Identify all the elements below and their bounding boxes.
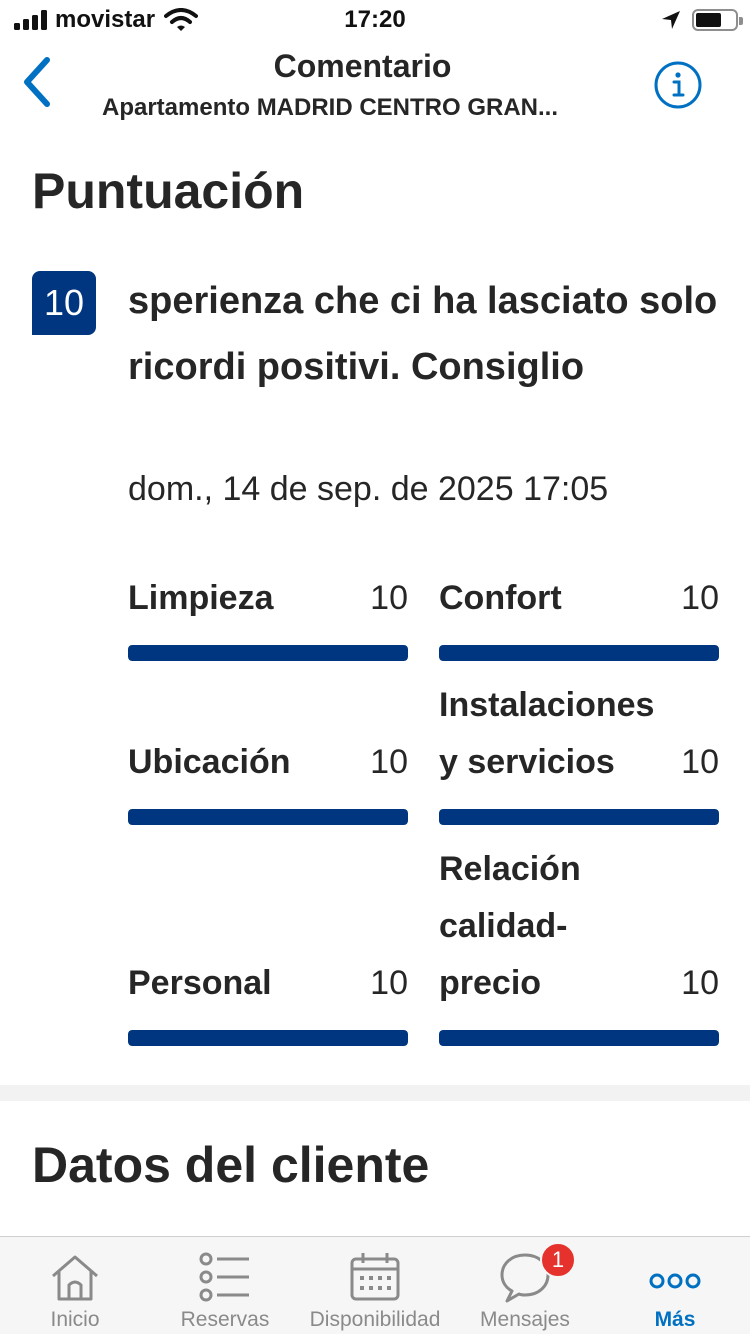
category-label: Ubicación: [128, 743, 291, 781]
property-name: Apartamento MADRID CENTRO GRAN...: [102, 94, 559, 121]
section-divider: [0, 1085, 750, 1101]
score-section-title: Puntuación: [32, 163, 305, 219]
messages-unread-badge: 1: [540, 1242, 576, 1278]
chevron-left-icon: [24, 57, 50, 107]
tab-more[interactable]: Más: [600, 1237, 750, 1334]
category-label: Confort: [439, 579, 562, 617]
category-score-bar-fill: [128, 809, 408, 825]
info-icon: [654, 61, 702, 109]
page-title: Comentario: [273, 48, 452, 84]
home-icon: [52, 1255, 98, 1301]
category-score-bar-fill: [439, 645, 719, 661]
status-time: 17:20: [344, 6, 406, 33]
category-score-location: Ubicación 10: [128, 734, 408, 825]
wifi-icon: [164, 8, 198, 31]
tab-label: Disponibilidad: [309, 1308, 441, 1331]
category-score: 10: [370, 743, 408, 781]
tab-messages[interactable]: Mensajes: [450, 1237, 600, 1334]
client-section-title: Datos del cliente: [32, 1137, 430, 1193]
category-score: 10: [370, 964, 408, 1002]
tab-reservations[interactable]: Reservas: [150, 1237, 300, 1334]
tab-label: Inicio: [50, 1308, 100, 1331]
tab-label: Más: [654, 1308, 696, 1331]
category-label: Instalaciones y servicios: [439, 686, 655, 781]
category-score: 10: [681, 579, 719, 617]
category-score-bar-fill: [128, 1030, 408, 1046]
back-button[interactable]: [14, 54, 58, 110]
category-score-bar-fill: [439, 1030, 719, 1046]
overall-score-badge: 10: [32, 271, 96, 335]
category-score-bar-fill: [128, 645, 408, 661]
info-button[interactable]: [653, 60, 703, 110]
battery-icon: [692, 9, 743, 31]
cellular-signal-icon: [14, 10, 48, 30]
category-score-bar: [439, 645, 719, 661]
tab-label: Reservas: [180, 1308, 270, 1331]
category-label: Relación calidad-precio: [439, 850, 581, 1002]
category-label: Limpieza: [128, 579, 274, 617]
category-score: 10: [681, 964, 719, 1002]
category-score-bar: [439, 1030, 719, 1046]
category-score-cleanliness: Limpieza 10: [128, 570, 408, 661]
category-score-bar-fill: [439, 809, 719, 825]
category-score-bar: [128, 645, 408, 661]
carrier-name: movistar: [55, 6, 156, 33]
category-label: Personal: [128, 964, 272, 1002]
tab-bar: Inicio Reservas Disponibilidad: [0, 1236, 750, 1334]
review-date: dom., 14 de sep. de 2025 17:05: [128, 470, 609, 508]
list-icon: [199, 1252, 249, 1302]
status-bar: movistar 17:20: [0, 0, 750, 40]
category-score-value-for-money: Relación calidad-precio 10: [439, 841, 719, 1046]
calendar-icon: [350, 1253, 400, 1301]
category-score-bar: [128, 809, 408, 825]
category-score: 10: [370, 579, 408, 617]
location-arrow-icon: [662, 11, 680, 29]
tab-availability[interactable]: Disponibilidad: [300, 1237, 450, 1334]
category-score-bar: [439, 809, 719, 825]
review-text: sperienza che ci ha lasciato solo ricord…: [128, 280, 718, 388]
category-score-bar: [128, 1030, 408, 1046]
tab-label: Mensajes: [480, 1308, 570, 1331]
category-score-facilities: Instalaciones y servicios 10: [439, 677, 719, 825]
category-score: 10: [681, 743, 719, 781]
category-score-staff: Personal 10: [128, 955, 408, 1046]
more-dots-icon: [649, 1273, 701, 1289]
tab-home[interactable]: Inicio: [0, 1237, 150, 1334]
category-score-comfort: Confort 10: [439, 570, 719, 661]
